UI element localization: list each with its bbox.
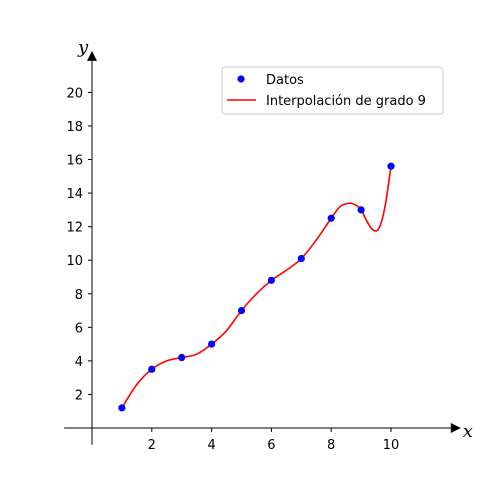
x-tick-label: 6 [267,438,275,453]
y-tick-label: 10 [66,254,83,269]
ticks: 2 4 6 8 10 2 4 6 8 10 12 14 16 18 20 [66,86,399,453]
x-tick-label: 8 [327,438,335,453]
data-point [267,276,275,284]
x-tick-label: 4 [207,438,215,453]
interpolation-line [121,166,392,409]
legend-label-datos: Datos [266,73,304,88]
y-tick-label: 14 [66,187,83,202]
legend-label-interpolacion: Interpolación de grado 9 [266,94,426,109]
data-point [387,162,395,170]
y-tick-label: 20 [66,86,83,101]
y-tick-label: 4 [75,355,83,370]
data-point [178,353,186,362]
y-axis-arrow [87,50,97,61]
legend-box [221,66,444,115]
x-axis-arrow [450,423,461,433]
legend: Datos Interpolación de grado 9 [221,66,444,115]
y-tick-label: 18 [66,120,83,135]
y-axis-label: y [77,37,89,58]
y-tick-label: 8 [75,288,83,303]
x-axis-label: x [463,421,473,442]
data-point [357,206,365,214]
data-point [148,365,156,373]
legend-marker-datos [237,75,245,83]
y-tick-label: 12 [66,221,83,236]
plot-area [118,162,395,412]
y-tick-label: 6 [75,321,83,336]
data-point [327,214,335,222]
axes: xy [64,37,473,445]
data-point [297,254,305,263]
y-tick-label: 16 [66,154,83,169]
x-tick-label: 2 [148,438,156,453]
data-point [237,306,246,315]
x-tick-label: 10 [383,438,400,453]
y-tick-label: 2 [75,388,83,403]
data-point [118,404,126,412]
data-point [208,340,216,348]
